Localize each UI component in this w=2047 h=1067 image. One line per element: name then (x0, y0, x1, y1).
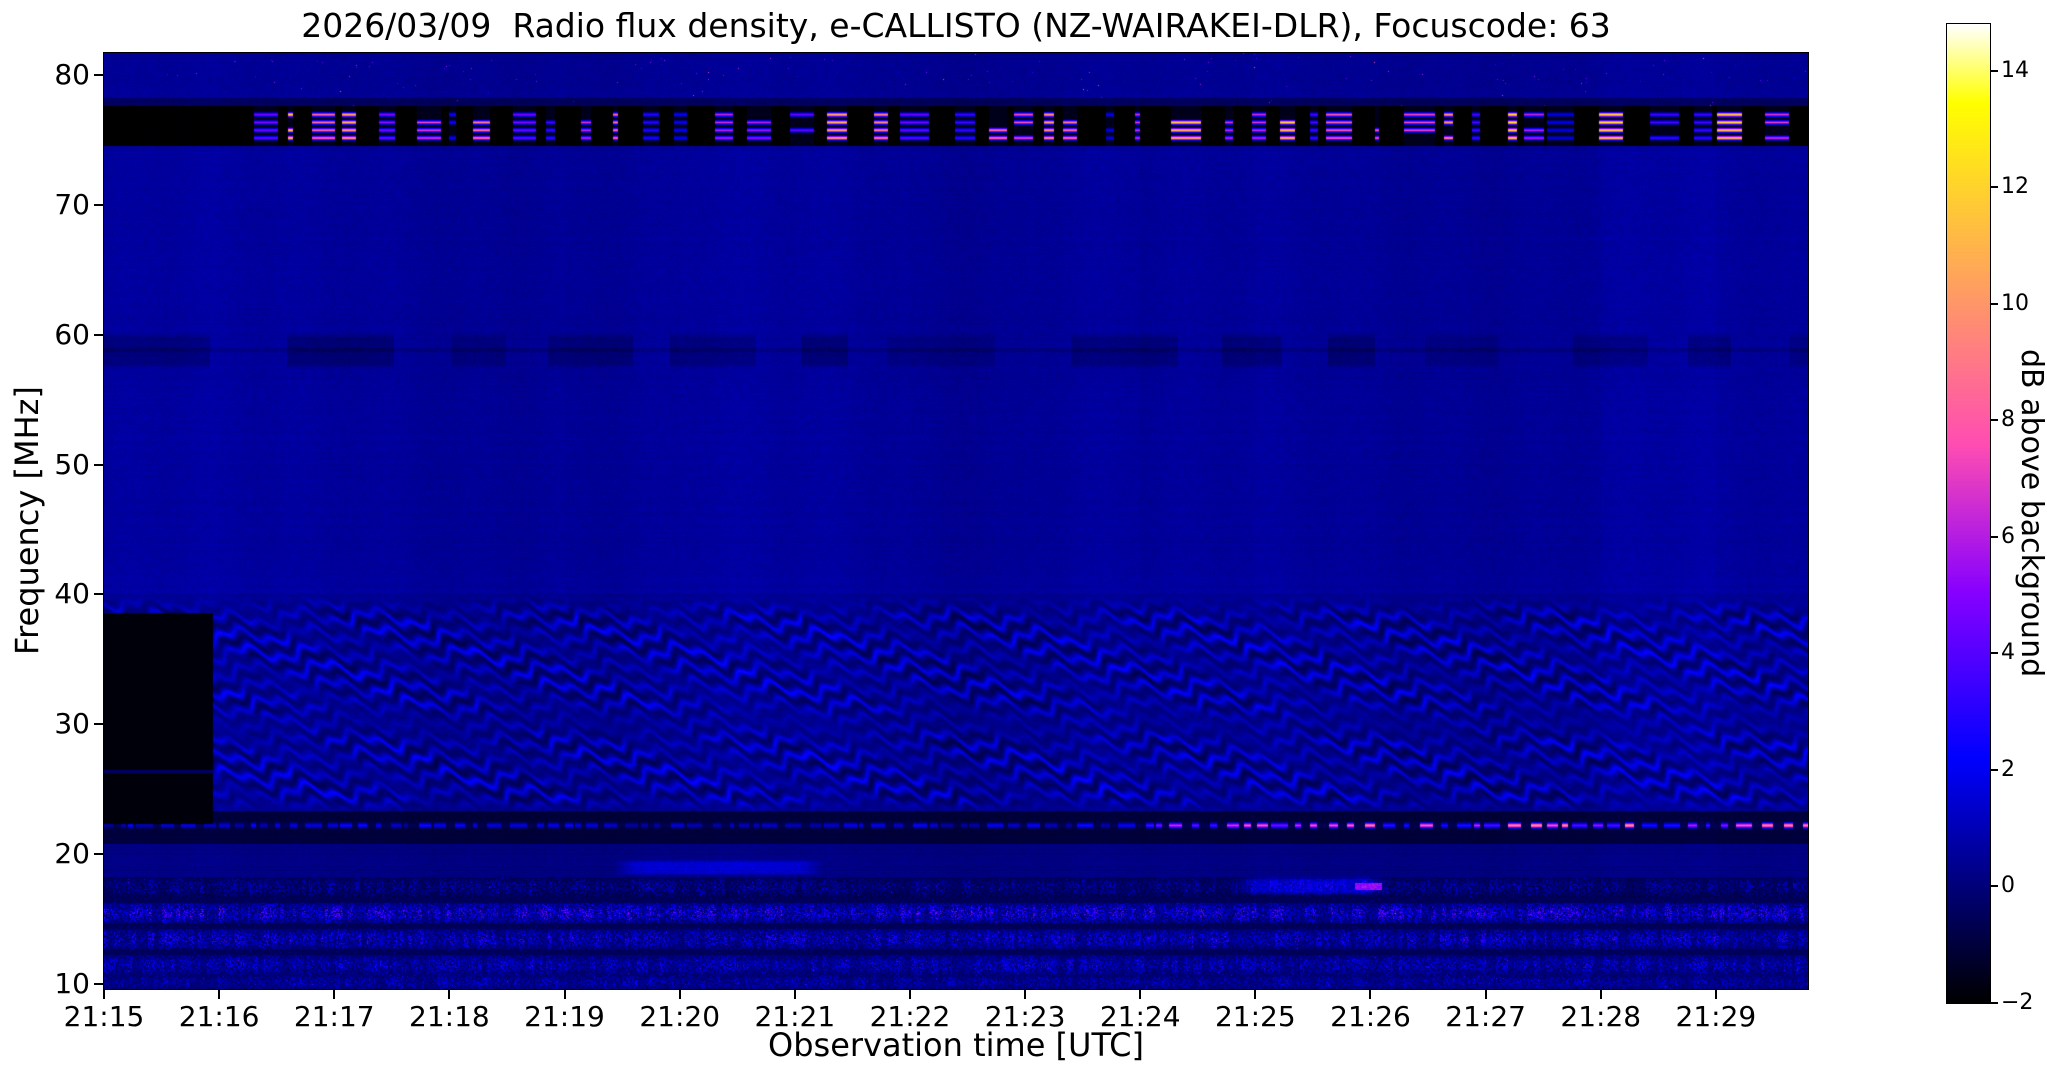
x-tick (1139, 990, 1142, 999)
colorbar (1947, 24, 1990, 1003)
colorbar-tick-label: −2 (2001, 990, 2034, 1015)
x-tick (678, 990, 681, 999)
x-tick (218, 990, 221, 999)
y-tick (94, 74, 103, 77)
y-tick-label: 80 (54, 58, 90, 92)
x-tick-label: 21:29 (1675, 1000, 1757, 1033)
x-tick (563, 990, 566, 999)
y-tick (94, 593, 103, 596)
x-tick-label: 21:18 (409, 1000, 490, 1033)
colorbar-tick-label: 2 (2001, 756, 2015, 782)
y-tick (94, 723, 103, 726)
y-tick-label: 50 (54, 447, 90, 481)
x-tick (1369, 990, 1372, 999)
x-tick-label: 21:15 (63, 1000, 145, 1033)
x-tick (1484, 990, 1487, 999)
y-tick-label: 70 (54, 187, 90, 221)
colorbar-tick (1990, 186, 1998, 189)
colorbar-tick-label: 14 (2001, 57, 2029, 83)
x-tick (1714, 990, 1717, 999)
y-tick (94, 982, 103, 985)
y-tick-label: 60 (54, 317, 90, 351)
colorbar-tick-label: 10 (2001, 290, 2029, 316)
x-tick-label: 21:28 (1560, 1000, 1642, 1033)
x-axis-label: Observation time [UTC] (768, 1026, 1144, 1064)
x-tick-label: 21:20 (639, 1000, 721, 1033)
colorbar-tick-label: 12 (2001, 174, 2029, 200)
colorbar-tick (1990, 1002, 1998, 1004)
x-tick-label: 21:23 (984, 1000, 1066, 1033)
chart-title: 2026/03/09 Radio flux density, e-CALLIST… (301, 6, 1611, 45)
y-tick (94, 463, 103, 466)
spectrogram-heatmap (104, 53, 1808, 989)
colorbar-tick (1990, 69, 1998, 72)
x-tick (333, 990, 336, 999)
colorbar-label: dB above background (2014, 349, 2047, 678)
y-tick-label: 30 (54, 707, 90, 741)
x-tick-label: 21:26 (1330, 1000, 1411, 1033)
colorbar-tick (1990, 885, 1998, 888)
x-tick (103, 990, 105, 999)
y-tick-label: 10 (54, 966, 90, 1000)
x-tick-label: 21:27 (1445, 1000, 1526, 1033)
x-tick-label: 21:22 (869, 1000, 951, 1033)
x-tick-label: 21:21 (754, 1000, 836, 1033)
x-tick (448, 990, 451, 999)
y-tick (94, 852, 103, 855)
colorbar-tick (1990, 419, 1998, 422)
y-tick-label: 40 (54, 577, 90, 611)
y-tick (94, 203, 103, 206)
x-tick (1024, 990, 1027, 999)
y-tick-label: 20 (54, 836, 90, 870)
colorbar-tick-label: 4 (2001, 640, 2015, 666)
colorbar-tick-label: 8 (2001, 407, 2015, 433)
x-tick-label: 21:24 (1099, 1000, 1181, 1033)
colorbar-tick-label: 6 (2001, 523, 2015, 549)
colorbar-tick (1990, 652, 1998, 655)
x-tick (1254, 990, 1257, 999)
x-tick (793, 990, 796, 999)
x-tick (908, 990, 911, 999)
y-tick (94, 333, 103, 336)
x-tick-label: 21:17 (293, 1000, 375, 1033)
colorbar-tick (1990, 768, 1998, 771)
colorbar-tick-label: 0 (2001, 873, 2015, 899)
x-tick (1599, 990, 1602, 999)
colorbar-tick (1990, 302, 1998, 305)
x-tick-label: 21:19 (524, 1000, 605, 1033)
x-tick-label: 21:16 (178, 1000, 260, 1033)
colorbar-tick (1990, 535, 1998, 538)
x-tick-label: 21:25 (1214, 1000, 1296, 1033)
